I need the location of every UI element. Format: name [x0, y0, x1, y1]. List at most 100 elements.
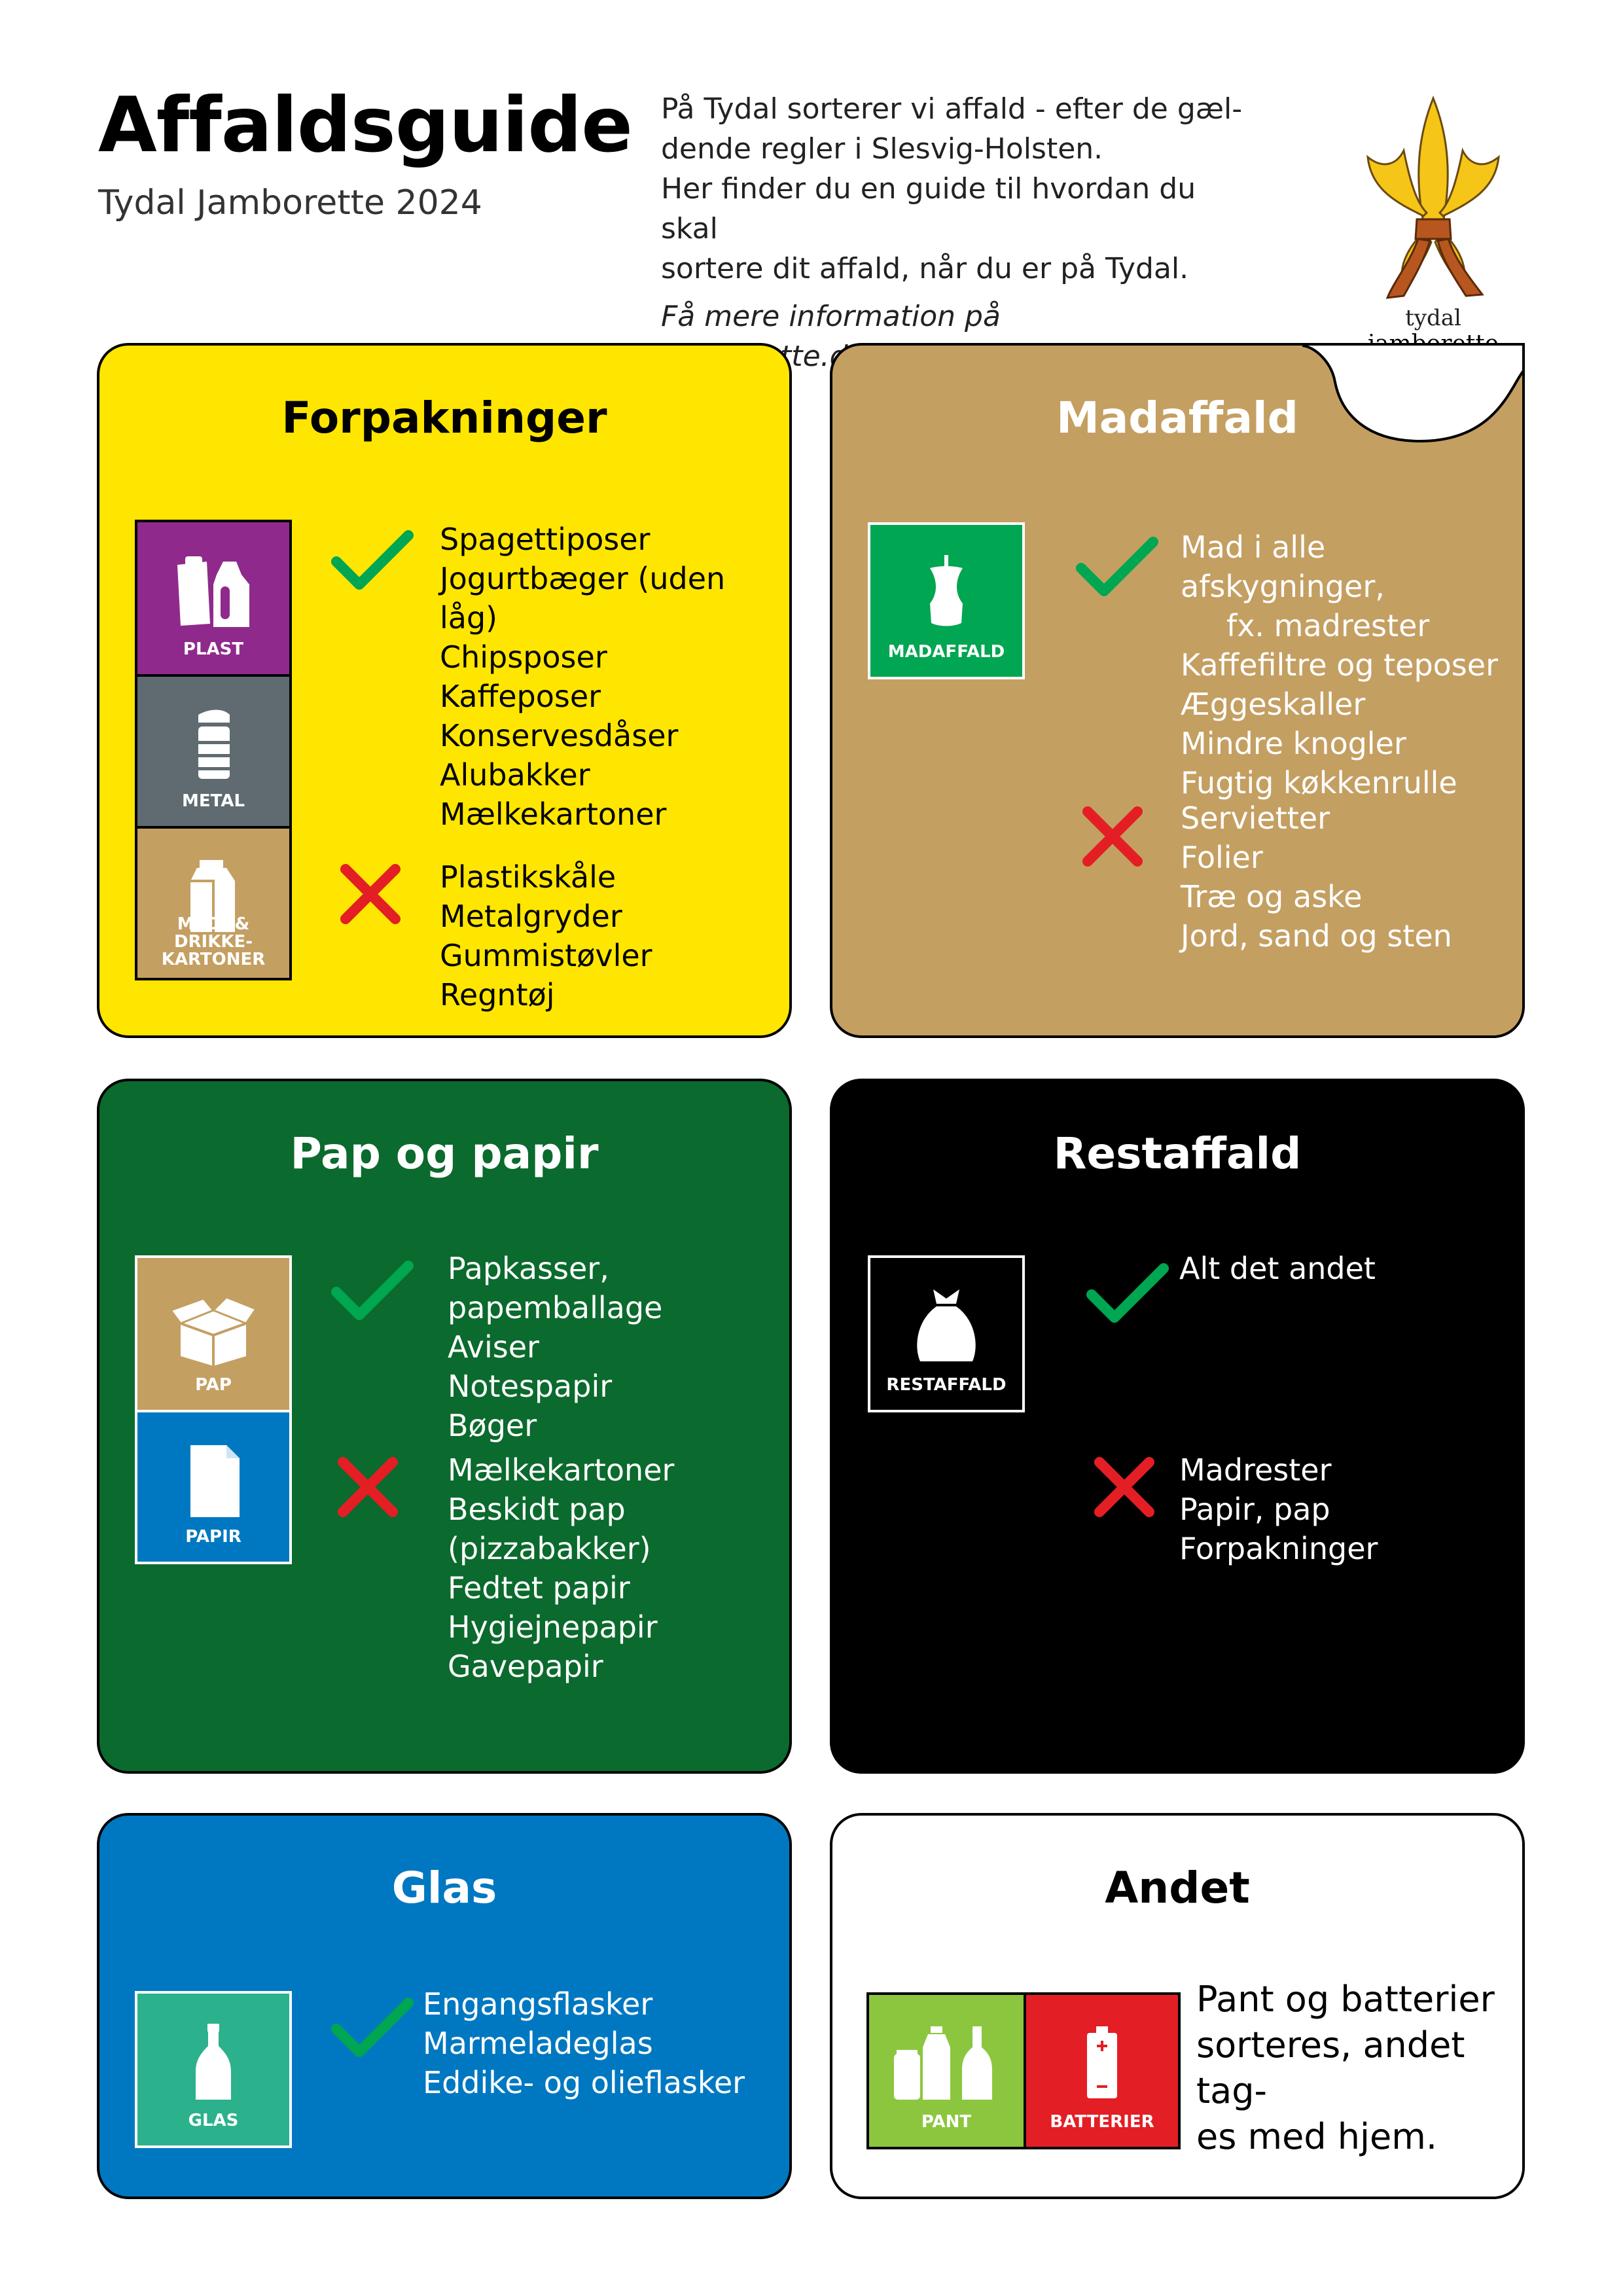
card-title: Restaffald: [1053, 1128, 1302, 1179]
bin-label: MAD- & DRIKKE- KARTONER: [137, 916, 289, 969]
card-title: Madaffald: [1056, 393, 1298, 443]
bin-label: MADAFFALD: [887, 642, 1005, 662]
card-title: Pap og papir: [290, 1128, 599, 1179]
list-item: Engangsflasker: [423, 1986, 653, 2022]
logo-text-tydal: tydal: [1405, 305, 1461, 331]
card-restaffald: Restaffald RESTAFFALD Alt det andet Madr…: [830, 1079, 1525, 1774]
list-item: Mindre knogler: [1181, 726, 1406, 761]
bin-label: METAL: [181, 791, 245, 811]
intro-line: sortere dit affald, når du er på Tydal.: [661, 252, 1189, 285]
allowed-list: Papkasser, papemballage Aviser Notespapi…: [448, 1249, 789, 1445]
list-item: Alubakker: [440, 757, 590, 793]
cross-icon: [1094, 1457, 1154, 1517]
card-title: Forpakninger: [281, 393, 607, 443]
list-item: Papir, pap: [1179, 1492, 1330, 1527]
deposit-bottles-icon: [894, 2026, 992, 2100]
papir-bin-icon: PAPIR: [137, 1410, 289, 1562]
bottle-bag-icon: [177, 556, 249, 627]
list-item: Fugtig køkkenrulle: [1181, 765, 1457, 800]
bin-label: PAPIR: [185, 1527, 241, 1547]
list-item: Metalgryder: [440, 899, 622, 934]
intro-line: Her finder du en guide til hvordan du sk…: [661, 172, 1196, 245]
cross-icon: [338, 1457, 398, 1517]
list-item: Kaffefiltre og teposer: [1181, 647, 1498, 683]
list-item: Chipsposer: [440, 639, 607, 675]
check-icon: [331, 1261, 414, 1320]
bin-label: GLAS: [188, 2111, 239, 2130]
andet-line: es med hjem.: [1196, 2116, 1438, 2157]
list-item: Alt det andet: [1179, 1251, 1376, 1286]
bin-label: PANT: [921, 2112, 972, 2132]
icon-row: PANT BATTERIER: [866, 1992, 1181, 2149]
cross-icon: [1082, 806, 1143, 867]
list-item: Jord, sand og sten: [1181, 918, 1452, 954]
icon-stack: PLAST METAL MAD- & DRIKKE- KARTONER: [135, 520, 292, 980]
list-item: Forpakninger: [1179, 1531, 1378, 1566]
andet-line: sorteres, andet tag-: [1196, 2024, 1465, 2111]
carton-icon: [190, 860, 235, 932]
list-item: Gavepapir: [448, 1649, 603, 1684]
not-allowed-list: Plastikskåle Metalgryder Gummistøvler Re…: [440, 857, 652, 1014]
pap-bin-icon: PAP: [137, 1258, 289, 1410]
allowed-list: Spagettiposer Jogurtbæger (uden låg) Chi…: [440, 520, 789, 834]
glass-bottle-icon: [196, 2024, 231, 2100]
bin-label-line: MAD- & DRIKKE-: [173, 914, 253, 952]
list-item: Gummistøvler: [440, 938, 652, 973]
icon-stack: GLAS: [135, 1991, 292, 2148]
list-item: Madrester: [1179, 1452, 1332, 1488]
batterier-bin-icon: BATTERIER: [1024, 1995, 1178, 2147]
icon-stack: RESTAFFALD: [868, 1255, 1025, 1412]
bin-label: RESTAFFALD: [886, 1375, 1007, 1395]
allowed-list: Engangsflasker Marmeladeglas Eddike- og …: [423, 1984, 745, 2102]
pant-bin-icon: PANT: [869, 1995, 1024, 2147]
list-item: Fedtet papir: [448, 1570, 630, 1605]
icon-stack: PAP PAPIR: [135, 1255, 292, 1564]
check-icon: [1076, 537, 1158, 596]
check-icon: [331, 530, 414, 590]
not-allowed-list: Mælkekartoner Beskidt pap (pizzabakker) …: [448, 1450, 789, 1686]
card-madaffald: Madaffald MADAFFALD Mad i alle afskygnin…: [830, 343, 1525, 1038]
intro-text: På Tydal sorterer vi affald - efter de g…: [661, 89, 1250, 376]
list-item: Jogurtbæger (uden låg): [440, 561, 726, 636]
list-item: Plastikskåle: [440, 859, 616, 895]
intro-line: dende regler i Slesvig-Holsten.: [661, 132, 1103, 166]
list-item: Bøger: [448, 1408, 537, 1443]
list-item: Eddike- og olieflasker: [423, 2065, 745, 2100]
list-item: Aviser: [448, 1329, 539, 1365]
bin-label: PLAST: [183, 639, 244, 659]
list-item: Servietter: [1181, 800, 1330, 836]
intro-line: På Tydal sorterer vi affald - efter de g…: [661, 92, 1243, 126]
card-corner-cutout: [1302, 346, 1522, 443]
bin-label: PAP: [195, 1375, 232, 1395]
fleur-de-lis-icon: [1366, 95, 1500, 299]
list-item: Æggeskaller: [1181, 687, 1366, 722]
not-allowed-list: Madrester Papir, pap Forpakninger: [1179, 1450, 1378, 1568]
andet-line: Pant og batterier: [1196, 1979, 1495, 2020]
madaffald-bin-icon: MADAFFALD: [870, 525, 1022, 677]
bin-label: BATTERIER: [1050, 2112, 1154, 2132]
card-title: Glas: [391, 1863, 497, 1913]
bin-label-line: KARTONER: [161, 950, 266, 969]
apple-core-icon: [930, 555, 963, 626]
card-glas: Glas GLAS Engangsflasker Marmeladeglas E…: [97, 1813, 792, 2199]
card-andet: Andet PANT BATTERIER Pant og batterie: [830, 1813, 1525, 2199]
list-item: Beskidt pap (pizzabakker): [448, 1492, 651, 1566]
card-title: Andet: [1105, 1863, 1250, 1913]
card-forpakninger: Forpakninger PLAST METAL: [97, 343, 792, 1038]
card-pap-og-papir: Pap og papir PAP PAPIR Papkasser, papemb…: [97, 1079, 792, 1774]
list-item: Mad i alle afskygninger,: [1181, 529, 1385, 604]
list-item: Træ og aske: [1181, 879, 1363, 914]
restaffald-bin-icon: RESTAFFALD: [870, 1258, 1022, 1410]
page-subtitle: Tydal Jamborette 2024: [98, 183, 482, 223]
glas-bin-icon: GLAS: [137, 1994, 289, 2145]
plast-bin-icon: PLAST: [137, 522, 289, 674]
battery-icon: [1087, 2026, 1117, 2098]
check-icon: [1086, 1263, 1169, 1323]
list-item: Kaffeposer: [440, 679, 601, 714]
page-title: Affaldsguide: [98, 81, 633, 170]
list-item: Mælkekartoner: [440, 797, 667, 832]
list-item: Regntøj: [440, 977, 555, 1013]
karton-bin-icon: MAD- & DRIKKE- KARTONER: [137, 826, 289, 978]
box-icon: [169, 1296, 258, 1366]
metal-bin-icon: METAL: [137, 674, 289, 826]
